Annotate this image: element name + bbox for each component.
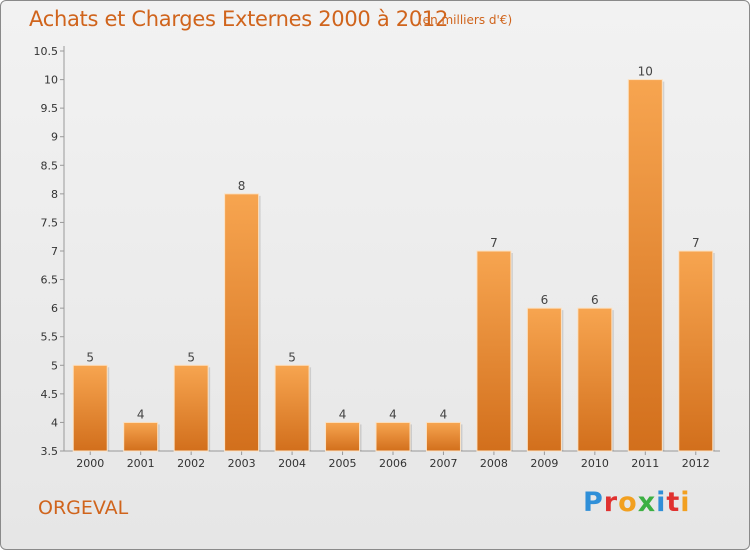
axis-layer: 3.5 4 4.5 5 5.5 6 6.5 7 7.5 8 8.5 9 9.5 10 10.5: [34, 45, 720, 458]
y-tick-label: 9: [51, 131, 58, 144]
bar: [72, 364, 108, 452]
logo-letter: i: [656, 487, 667, 518]
y-tick-label: 9.5: [41, 102, 59, 115]
label-layer: 2000 5 2001 4 2002 5 2003 8 2004 5 2005 4 2006 4 2007 4…: [76, 65, 710, 470]
bar: [274, 364, 310, 452]
data-label: 7: [692, 236, 700, 250]
y-tick-label: 10: [44, 74, 58, 87]
bar: [627, 79, 663, 452]
x-tick-label: 2000: [76, 457, 104, 470]
bar: [325, 421, 361, 452]
y-tick-label: 8: [51, 188, 58, 201]
x-tick-label: 2008: [480, 457, 508, 470]
data-label: 5: [187, 350, 195, 364]
y-tick-label: 5: [51, 359, 58, 372]
chart-subtitle: (en milliers d'€): [418, 13, 513, 27]
x-tick-label: 2003: [228, 457, 256, 470]
data-label: 7: [490, 236, 498, 250]
bar: [577, 307, 613, 452]
y-tick-label: 7: [51, 245, 58, 258]
x-tick-label: 2004: [278, 457, 306, 470]
bar: [425, 421, 461, 452]
x-tick-label: 2002: [177, 457, 205, 470]
logo-letter: t: [666, 487, 681, 518]
bar: [526, 307, 562, 452]
data-label: 4: [440, 407, 448, 421]
bar: [173, 364, 209, 452]
x-tick-label: 2012: [682, 457, 710, 470]
y-tick-label: 7.5: [41, 216, 59, 229]
x-tick-label: 2010: [581, 457, 609, 470]
town-name: ORGEVAL: [38, 497, 129, 519]
data-label: 10: [638, 65, 653, 79]
logo-letter: o: [618, 487, 638, 518]
bar: [476, 250, 512, 452]
data-label: 6: [591, 293, 599, 307]
y-tick-label: 4: [51, 416, 58, 429]
x-tick-label: 2007: [429, 457, 457, 470]
y-tick-label: 5.5: [41, 331, 59, 344]
logo-letter: r: [603, 487, 619, 518]
x-tick-label: 2011: [631, 457, 659, 470]
bar: [123, 421, 159, 452]
data-label: 4: [389, 407, 397, 421]
proxiti-logo[interactable]: Proxiti: [583, 487, 691, 518]
x-tick-label: 2005: [329, 457, 357, 470]
data-label: 5: [288, 350, 296, 364]
data-label: 5: [86, 350, 94, 364]
y-tick-label: 10.5: [34, 45, 59, 58]
y-tick-label: 8.5: [41, 159, 59, 172]
y-tick-label: 3.5: [41, 445, 59, 458]
chart-title: Achats et Charges Externes 2000 à 2012: [29, 7, 449, 31]
bar: [678, 250, 714, 452]
x-tick-label: 2009: [530, 457, 558, 470]
bar: [375, 421, 411, 452]
x-tick-label: 2006: [379, 457, 407, 470]
bar-layer: [72, 79, 715, 452]
data-label: 8: [238, 179, 246, 193]
data-label: 4: [339, 407, 347, 421]
data-label: 4: [137, 407, 145, 421]
y-tick-label: 4.5: [41, 388, 59, 401]
logo-letter: x: [637, 487, 657, 518]
data-label: 6: [541, 293, 549, 307]
y-tick-label: 6.5: [41, 274, 59, 287]
bar: [224, 193, 260, 452]
y-tick-label: 6: [51, 302, 58, 315]
x-tick-label: 2001: [127, 457, 155, 470]
logo-letter: P: [583, 487, 604, 518]
logo-letter: i: [680, 487, 691, 518]
